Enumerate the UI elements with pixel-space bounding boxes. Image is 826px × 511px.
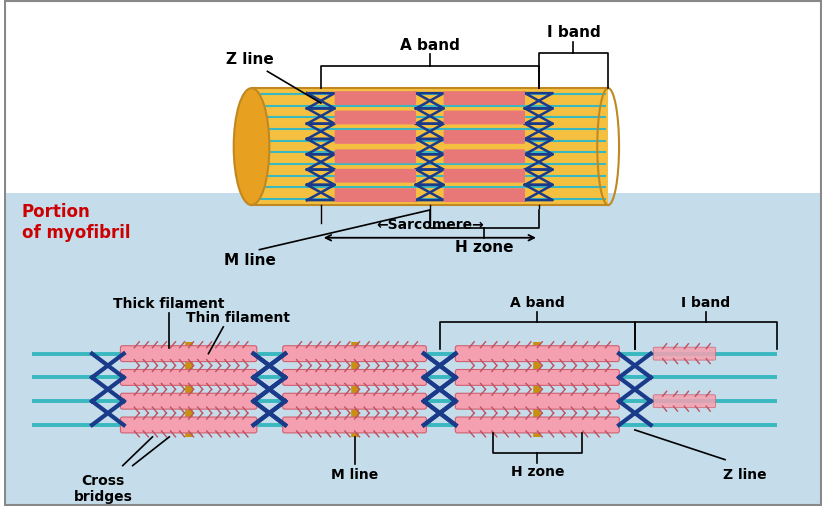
Text: M line: M line bbox=[224, 252, 276, 268]
Text: H zone: H zone bbox=[455, 240, 514, 254]
FancyBboxPatch shape bbox=[121, 369, 257, 385]
Text: Z line: Z line bbox=[225, 52, 273, 67]
FancyBboxPatch shape bbox=[444, 110, 525, 124]
Bar bbox=[4, 0, 822, 193]
Bar bbox=[4, 193, 822, 506]
FancyBboxPatch shape bbox=[282, 369, 426, 385]
FancyBboxPatch shape bbox=[282, 346, 426, 362]
FancyBboxPatch shape bbox=[455, 417, 620, 433]
FancyBboxPatch shape bbox=[335, 188, 416, 202]
Text: Thick filament: Thick filament bbox=[113, 297, 225, 311]
FancyBboxPatch shape bbox=[444, 149, 525, 163]
FancyBboxPatch shape bbox=[335, 91, 416, 105]
FancyBboxPatch shape bbox=[455, 369, 620, 385]
FancyBboxPatch shape bbox=[455, 346, 620, 362]
FancyBboxPatch shape bbox=[444, 130, 525, 144]
FancyBboxPatch shape bbox=[282, 417, 426, 433]
Text: A band: A band bbox=[400, 37, 460, 53]
Text: I band: I band bbox=[547, 25, 601, 40]
FancyBboxPatch shape bbox=[653, 395, 715, 408]
Text: M line: M line bbox=[331, 468, 378, 481]
Text: H zone: H zone bbox=[510, 464, 564, 479]
FancyBboxPatch shape bbox=[121, 393, 257, 409]
Text: A band: A band bbox=[510, 296, 565, 310]
FancyBboxPatch shape bbox=[444, 188, 525, 202]
FancyBboxPatch shape bbox=[335, 130, 416, 144]
Text: Thin filament: Thin filament bbox=[186, 311, 290, 325]
FancyBboxPatch shape bbox=[282, 393, 426, 409]
FancyBboxPatch shape bbox=[121, 417, 257, 433]
Text: Portion
of myofibril: Portion of myofibril bbox=[21, 203, 131, 242]
FancyBboxPatch shape bbox=[444, 91, 525, 105]
FancyBboxPatch shape bbox=[455, 393, 620, 409]
FancyBboxPatch shape bbox=[335, 149, 416, 163]
FancyBboxPatch shape bbox=[121, 346, 257, 362]
FancyBboxPatch shape bbox=[444, 169, 525, 182]
FancyBboxPatch shape bbox=[335, 169, 416, 182]
Text: Cross
bridges: Cross bridges bbox=[74, 474, 132, 504]
Text: Z line: Z line bbox=[723, 468, 767, 481]
Text: I band: I band bbox=[681, 296, 730, 310]
FancyBboxPatch shape bbox=[335, 110, 416, 124]
Ellipse shape bbox=[234, 88, 269, 205]
Bar bbox=[252, 88, 608, 205]
FancyBboxPatch shape bbox=[653, 347, 715, 360]
Text: ←Sarcomere→: ←Sarcomere→ bbox=[376, 218, 484, 232]
